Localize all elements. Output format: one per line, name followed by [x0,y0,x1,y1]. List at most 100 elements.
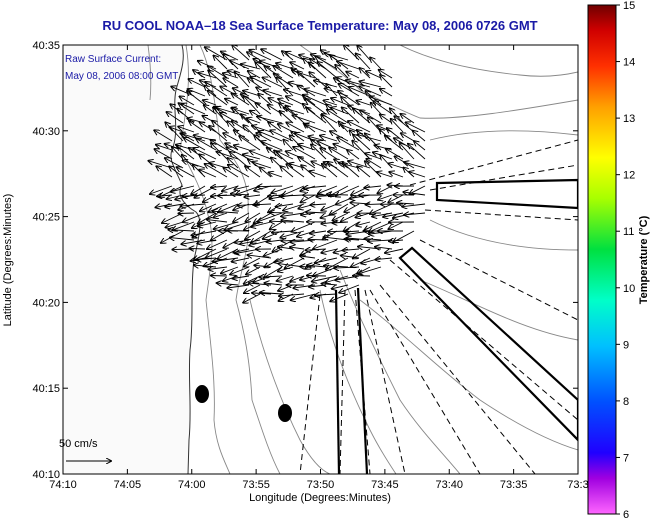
current-vector [327,110,349,124]
current-vector [389,172,404,178]
current-vector [199,170,217,178]
current-vector [228,158,239,169]
current-vector [183,212,206,222]
current-vector [243,96,261,115]
current-vector [261,141,283,151]
current-vector [198,221,217,226]
colorbar-tick-label: 6 [623,509,629,519]
x-tick-label: 74:00 [178,479,206,491]
current-vector [233,276,250,279]
current-vector [244,284,261,293]
y-tick-label: 40:25 [32,212,60,224]
current-vector [339,284,360,293]
current-vector [321,115,338,133]
current-vector [234,186,250,190]
current-vector [259,131,283,142]
current-vector [252,126,272,133]
current-vector [232,257,250,262]
current-vector [218,203,239,212]
colorbar-tick-label: 11 [623,226,634,238]
current-vector [230,266,250,275]
current-vector [331,98,349,106]
current-vector [346,72,360,79]
current-vector [306,212,327,213]
current-vector [228,165,250,178]
colorbar-tick-label: 13 [623,113,635,125]
current-vector [203,100,217,106]
y-tick-label: 40:30 [32,126,60,138]
colorbar-tick-label: 8 [623,396,629,408]
current-vector [286,96,305,106]
current-vector [257,117,283,124]
current-vector [177,167,195,178]
current-vector [211,230,228,240]
current-vector [276,78,294,97]
current-vector [166,221,184,227]
y-axis-label: Latitude (Degrees:Minutes) [2,194,14,327]
annotation-line2: May 08, 2006 08:00 GMT [65,71,178,82]
current-vector [301,194,316,202]
current-vector [305,99,327,115]
current-vector [388,164,404,169]
current-vector [320,148,338,160]
y-axis-ticks: 40:35 40:30 40:25 40:20 40:15 40:10 [32,40,578,481]
current-vector [172,249,195,250]
current-vector [178,127,195,133]
current-vector [290,62,305,70]
current-vector [310,204,327,205]
current-vector [258,186,283,187]
current-vector [353,135,371,151]
current-vector [280,230,305,238]
current-vector [357,46,371,61]
current-vector [264,90,283,97]
current-vector [223,78,239,88]
current-vector [270,221,283,229]
current-vector [235,71,250,88]
x-tick-label: 74:05 [114,479,142,491]
current-vector [205,82,228,97]
current-vector [337,62,360,70]
station-marker [278,404,292,422]
current-vector [227,285,250,288]
current-vector [307,265,327,267]
current-vector [207,239,228,249]
current-vector [406,122,426,133]
current-vector [300,256,316,258]
current-vector [253,162,272,169]
current-vector [245,230,261,239]
current-vector [370,97,393,106]
current-vector [380,89,393,97]
y-tick-label: 40:35 [32,40,60,52]
current-vector [375,247,393,249]
current-vector [348,121,371,133]
current-vector [180,97,195,106]
current-vector [244,257,261,267]
coastline [63,45,201,474]
current-vector [223,73,239,79]
current-vector [246,212,261,222]
current-vector [318,62,338,79]
x-axis-ticks: 74:10 74:05 74:00 73:55 73:50 73:45 73:40 73:35… [49,45,589,491]
current-vector [401,133,415,142]
current-vector [263,78,283,88]
current-vector [404,162,426,169]
colorbar-tick-label: 12 [623,170,635,182]
current-vector [410,185,426,194]
current-vector [223,168,239,178]
current-vector [280,111,294,124]
current-vector [171,185,195,192]
current-vector [168,230,195,231]
current-vector [336,185,360,196]
current-vector [309,171,327,178]
current-vector [320,136,338,142]
current-vector [189,121,206,133]
current-vector [356,222,371,226]
x-axis-label: Longitude (Degrees:Minutes) [249,492,391,504]
current-vector [370,58,382,70]
y-tick-label: 40:20 [32,297,60,309]
current-vector [315,257,338,263]
colorbar [587,4,617,515]
current-vector [342,108,360,124]
map-title: RU COOL NOAA–18 Sea Surface Temperature:… [102,18,538,33]
